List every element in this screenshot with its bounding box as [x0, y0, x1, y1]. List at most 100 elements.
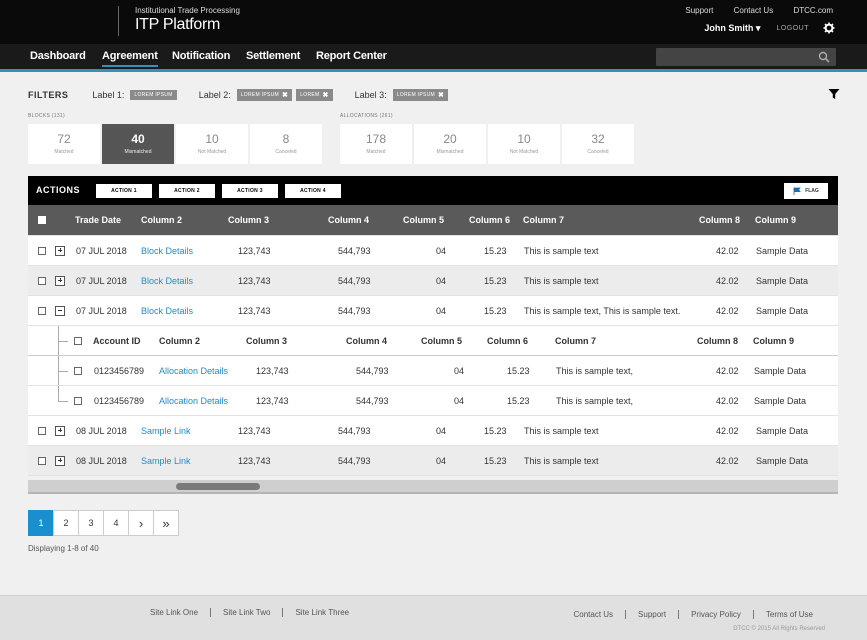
- terms-of-use-link[interactable]: Terms of Use: [752, 610, 825, 619]
- filter-chip[interactable]: LOREM IPSUM: [130, 90, 177, 100]
- gear-icon[interactable]: [823, 22, 835, 34]
- action-4-button[interactable]: ACTION 4: [285, 184, 341, 198]
- page-2-button[interactable]: 2: [53, 510, 79, 536]
- logout-link[interactable]: LOGOUT: [776, 24, 809, 32]
- allocation-row[interactable]: 0123456789 Allocation Details 123,743 54…: [28, 386, 838, 416]
- select-all-checkbox[interactable]: [38, 205, 46, 235]
- sub-header-column-2[interactable]: Column 2: [159, 335, 201, 346]
- page-4-button[interactable]: 4: [103, 510, 129, 536]
- sub-header-column-8[interactable]: Column 8: [697, 335, 739, 346]
- stat-canceled[interactable]: 32 Canceled: [562, 124, 634, 164]
- block-details-link[interactable]: Block Details: [141, 245, 194, 256]
- page-1-button[interactable]: 1: [28, 510, 54, 536]
- scrollbar-thumb[interactable]: [176, 483, 260, 490]
- site-link-two[interactable]: Site Link Two: [210, 608, 282, 617]
- header-column-9[interactable]: Column 9: [755, 215, 797, 225]
- stat-matched[interactable]: 178 Matched: [340, 124, 412, 164]
- close-icon[interactable]: ✖: [282, 92, 289, 99]
- filter-chip[interactable]: LOREM ✖: [296, 89, 333, 101]
- user-menu[interactable]: John Smith ▾: [704, 23, 760, 34]
- collapse-minus-icon[interactable]: [55, 296, 65, 325]
- action-1-button[interactable]: ACTION 1: [96, 184, 152, 198]
- block-details-link[interactable]: Block Details: [141, 275, 194, 286]
- header-column-3[interactable]: Column 3: [228, 215, 270, 225]
- allocation-select-all-checkbox[interactable]: [74, 326, 82, 355]
- cell-column-6: 15.23: [484, 305, 507, 316]
- table-row[interactable]: 07 JUL 2018 Block Details 123,743 544,79…: [28, 266, 838, 296]
- last-page-button[interactable]: »: [153, 510, 179, 536]
- close-icon[interactable]: ✖: [438, 92, 445, 99]
- header-trade-date[interactable]: Trade Date: [75, 215, 122, 225]
- search-icon[interactable]: [818, 51, 830, 63]
- nav-settlement[interactable]: Settlement: [246, 50, 301, 62]
- block-details-link[interactable]: Block Details: [141, 305, 194, 316]
- table-row[interactable]: 08 JUL 2018 Sample Link 123,743 544,793 …: [28, 446, 838, 476]
- support-link[interactable]: Support: [685, 6, 714, 15]
- cell-column-8: 42.02: [716, 275, 739, 286]
- expand-plus-icon[interactable]: [55, 446, 65, 475]
- header-column-4[interactable]: Column 4: [328, 215, 370, 225]
- nav-dashboard[interactable]: Dashboard: [30, 50, 86, 62]
- brand[interactable]: Institutional Trade Processing ITP Platf…: [118, 6, 240, 36]
- expand-plus-icon[interactable]: [55, 266, 65, 295]
- blocks-label: BLOCKS (131): [28, 113, 65, 119]
- filter-chip[interactable]: LOREM IPSUM ✖: [392, 89, 449, 101]
- row-checkbox[interactable]: [38, 446, 46, 475]
- stat-value: 40: [131, 132, 145, 146]
- allocation-details-link[interactable]: Allocation Details: [159, 395, 229, 406]
- header-column-6[interactable]: Column 6: [469, 215, 511, 225]
- row-checkbox[interactable]: [38, 236, 46, 265]
- allocation-row[interactable]: 0123456789 Allocation Details 123,743 54…: [28, 356, 838, 386]
- header-column-5[interactable]: Column 5: [403, 215, 445, 225]
- sub-header-column-5[interactable]: Column 5: [421, 335, 463, 346]
- allocation-checkbox[interactable]: [74, 356, 82, 385]
- stat-matched[interactable]: 72 Matched: [28, 124, 100, 164]
- stat-mismatched[interactable]: 40 Mismatched: [102, 124, 174, 164]
- sample-link[interactable]: Sample Link: [141, 425, 191, 436]
- row-checkbox[interactable]: [38, 296, 46, 325]
- dtcc-link[interactable]: DTCC.com: [793, 6, 833, 15]
- stat-canceled[interactable]: 8 Canceled: [250, 124, 322, 164]
- contact-us-link[interactable]: Contact Us: [733, 6, 774, 15]
- header-account-id[interactable]: Account ID: [93, 335, 141, 346]
- table-row-expanded[interactable]: 07 JUL 2018 Block Details 123,743 544,79…: [28, 296, 838, 326]
- allocation-checkbox[interactable]: [74, 386, 82, 415]
- filter-chip[interactable]: LOREM IPSUM ✖: [236, 89, 293, 101]
- site-link-one[interactable]: Site Link One: [150, 608, 199, 617]
- stat-not-matched[interactable]: 10 Not Matched: [176, 124, 248, 164]
- sub-header-column-4[interactable]: Column 4: [346, 335, 388, 346]
- next-page-button[interactable]: ›: [128, 510, 154, 536]
- sub-header-column-3[interactable]: Column 3: [246, 335, 288, 346]
- action-3-button[interactable]: ACTION 3: [222, 184, 278, 198]
- sub-header-column-7[interactable]: Column 7: [555, 335, 597, 346]
- allocation-details-link[interactable]: Allocation Details: [159, 365, 229, 376]
- expand-plus-icon[interactable]: [55, 236, 65, 265]
- header-column-2[interactable]: Column 2: [141, 215, 183, 225]
- page-3-button[interactable]: 3: [78, 510, 104, 536]
- sample-link[interactable]: Sample Link: [141, 455, 191, 466]
- footer-support-link[interactable]: Support: [625, 610, 678, 619]
- row-checkbox[interactable]: [38, 266, 46, 295]
- close-icon[interactable]: ✖: [322, 92, 329, 99]
- sub-header-column-9[interactable]: Column 9: [753, 335, 795, 346]
- nav-notification[interactable]: Notification: [172, 50, 231, 62]
- action-2-button[interactable]: ACTION 2: [159, 184, 215, 198]
- sub-header-column-6[interactable]: Column 6: [487, 335, 529, 346]
- footer-contact-us-link[interactable]: Contact Us: [573, 610, 614, 619]
- table-row[interactable]: 07 JUL 2018 Block Details 123,743 544,79…: [28, 236, 838, 266]
- site-link-three[interactable]: Site Link Three: [282, 608, 361, 617]
- horizontal-scrollbar[interactable]: [28, 480, 838, 494]
- header-column-7[interactable]: Column 7: [523, 215, 565, 225]
- row-checkbox[interactable]: [38, 416, 46, 445]
- expand-plus-icon[interactable]: [55, 416, 65, 445]
- stat-not-matched[interactable]: 10 Not Matched: [488, 124, 560, 164]
- flag-button[interactable]: FLAG: [784, 183, 828, 199]
- stat-mismatched[interactable]: 20 Mismatched: [414, 124, 486, 164]
- search-input[interactable]: [656, 48, 836, 66]
- nav-agreement[interactable]: Agreement: [102, 50, 158, 67]
- table-row[interactable]: 08 JUL 2018 Sample Link 123,743 544,793 …: [28, 416, 838, 446]
- header-column-8[interactable]: Column 8: [699, 215, 741, 225]
- filter-funnel-icon[interactable]: [828, 88, 840, 100]
- privacy-policy-link[interactable]: Privacy Policy: [678, 610, 753, 619]
- nav-report-center[interactable]: Report Center: [316, 50, 387, 62]
